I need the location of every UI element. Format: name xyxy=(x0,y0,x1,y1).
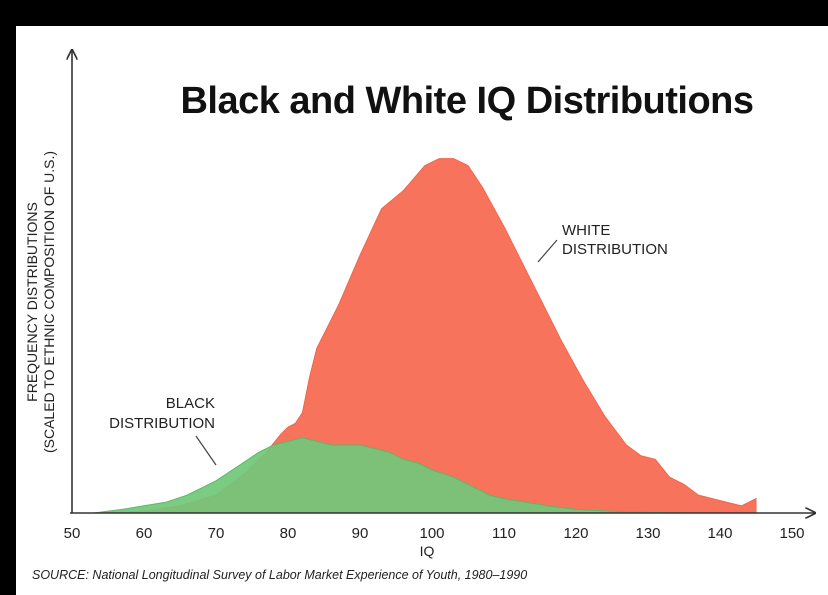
white-annotation-line1: WHITE xyxy=(562,222,610,239)
x-tick-labels: 50 60 70 80 90 100 110 120 130 140 150 xyxy=(64,525,805,542)
x-tick-label: 100 xyxy=(419,525,444,542)
x-tick-label: 150 xyxy=(779,525,804,542)
plot-areas xyxy=(93,158,757,514)
y-axis-label-line1: FREQUENCY DISTRIBUTIONS xyxy=(24,202,40,402)
x-tick-label: 60 xyxy=(136,525,153,542)
x-tick-label: 140 xyxy=(707,525,732,542)
x-tick-label: 80 xyxy=(280,525,297,542)
source-note: SOURCE: National Longitudinal Survey of … xyxy=(32,568,527,582)
black-annotation-line1: BLACK xyxy=(166,395,215,412)
white-annotation-line2: DISTRIBUTION xyxy=(562,241,668,258)
white-annotation-leader xyxy=(537,239,558,263)
x-tick-label: 120 xyxy=(563,525,588,542)
y-axis-label: FREQUENCY DISTRIBUTIONS (SCALED TO ETHNI… xyxy=(24,151,57,453)
x-tick-label: 110 xyxy=(492,525,516,542)
black-distribution-area xyxy=(93,437,685,514)
y-axis-label-line2: (SCALED TO ETHNIC COMPOSITION OF U.S.) xyxy=(41,151,57,453)
x-tick-label: 90 xyxy=(352,525,369,542)
white-distribution-area xyxy=(93,158,757,514)
black-annotation-leader xyxy=(195,435,217,466)
x-tick-label: 70 xyxy=(208,525,225,542)
x-tick-label: 130 xyxy=(635,525,660,542)
chart-title: Black and White IQ Distributions xyxy=(180,80,753,122)
x-axis-label: IQ xyxy=(420,543,435,559)
black-annotation-line2: DISTRIBUTION xyxy=(109,415,215,432)
x-tick-label: 50 xyxy=(64,525,81,542)
